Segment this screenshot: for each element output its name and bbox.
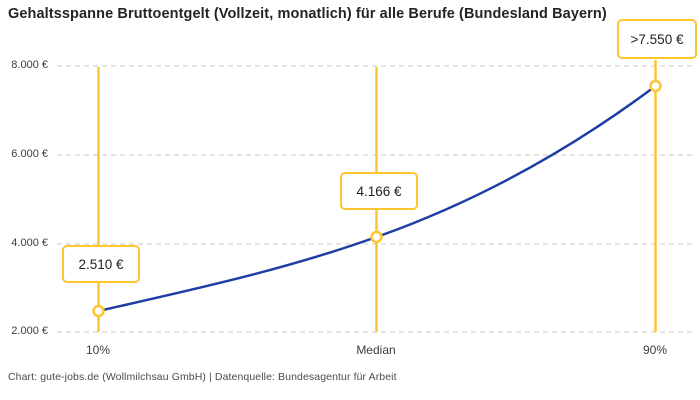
y-tick-8000: 8.000 €	[11, 59, 48, 71]
y-tick-6000: 6.000 €	[11, 148, 48, 160]
data-point-10	[92, 304, 105, 318]
x-tick-90-percent: 90%	[642, 343, 668, 357]
x-tick-median: Median	[356, 343, 396, 357]
chart-title: Gehaltsspanne Bruttoentgelt (Vollzeit, m…	[8, 6, 607, 22]
value-label-10-percent: 2.510 €	[62, 245, 140, 283]
value-label-90-percent: >7.550 €	[617, 19, 697, 59]
data-point-median	[370, 230, 383, 244]
y-tick-2000: 2.000 €	[11, 325, 48, 337]
x-tick-10-percent: 10%	[85, 343, 111, 357]
chart-source-attribution: Chart: gute-jobs.de (Wollmilchsau GmbH) …	[8, 371, 397, 383]
value-label-median: 4.166 €	[340, 172, 418, 210]
y-tick-4000: 4.000 €	[11, 237, 48, 249]
data-point-90	[649, 79, 662, 93]
gridlines	[57, 65, 692, 333]
